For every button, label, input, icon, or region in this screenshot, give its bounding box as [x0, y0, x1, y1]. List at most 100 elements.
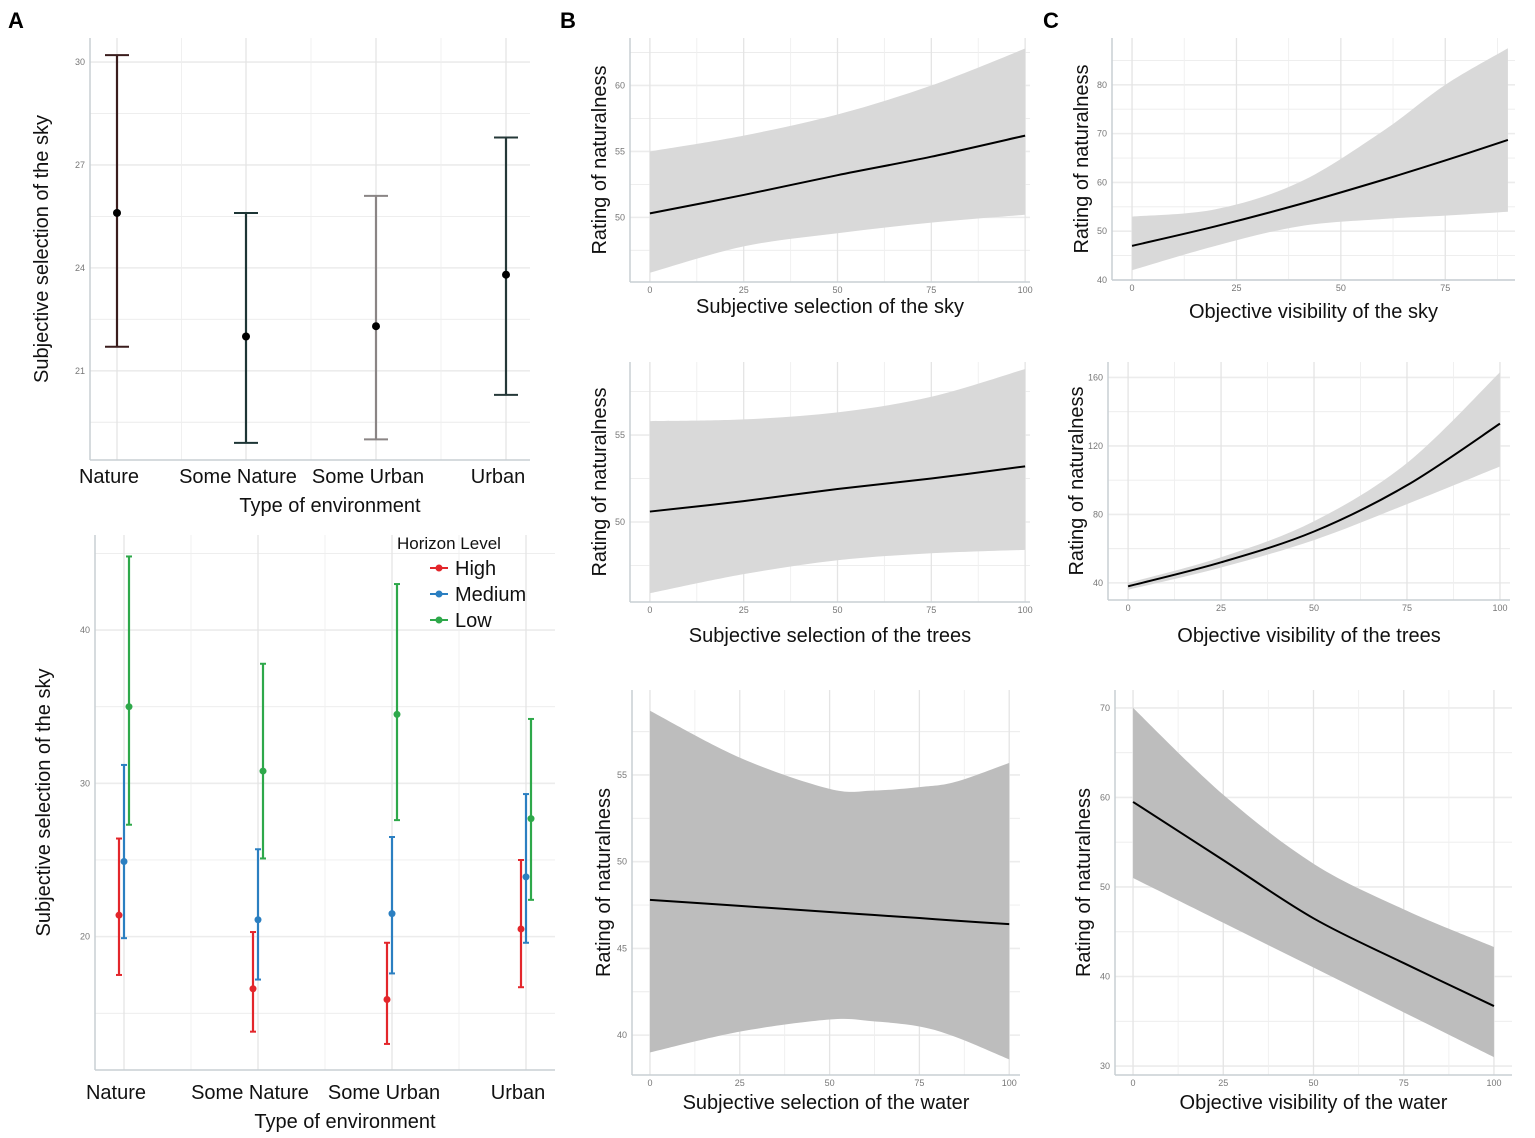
- series-medium-point: [254, 916, 262, 924]
- fit-line: [649, 134, 1026, 215]
- y-tick-label: 55: [617, 770, 627, 780]
- y-tick-label: 55: [615, 146, 625, 156]
- x-axis-title: Objective visibility of the trees: [1177, 625, 1440, 647]
- chart-A_bottom: 20 30 40 Subjective selection of the sky Nat…: [33, 534, 555, 1133]
- x-axis-title: Subjective selection of the sky: [696, 296, 964, 318]
- x-tick-label: 75: [914, 1078, 924, 1088]
- x-category-label: Urban: [491, 1082, 545, 1104]
- series-medium-point: [388, 910, 396, 918]
- series-high-point: [249, 985, 257, 993]
- series-high-point: [383, 995, 391, 1003]
- y-tick-label: 50: [1100, 882, 1110, 892]
- chart-A_top: 21 24 27 30 Subjective selection of the sky N…: [31, 38, 530, 517]
- x-category-label: Nature: [86, 1082, 146, 1104]
- x-category-label: Some Nature: [179, 466, 297, 488]
- confidence-band: [1133, 707, 1494, 1058]
- legend-swatch-point: [435, 616, 443, 624]
- series-low-point: [393, 710, 401, 718]
- y-tick-label: 55: [615, 430, 625, 440]
- x-tick-label: 50: [825, 1078, 835, 1088]
- x-tick-label: 0: [647, 285, 652, 295]
- panel-letter-c: C: [1043, 8, 1059, 33]
- panel-letter-b: B: [560, 8, 576, 33]
- x-tick-label: 50: [1309, 603, 1319, 613]
- y-axis-title: Rating of naturalness: [1066, 386, 1088, 575]
- fit-line: [649, 898, 1010, 926]
- y-tick-label: 80: [1097, 80, 1107, 90]
- x-tick-label: 75: [926, 285, 936, 295]
- y-tick-label: 70: [1097, 129, 1107, 139]
- y-axis-title: Rating of naturalness: [1073, 788, 1095, 977]
- legend-swatch-point: [435, 564, 443, 572]
- x-axis-title: Type of environment: [239, 495, 421, 517]
- legend-label: Medium: [455, 584, 526, 606]
- x-tick-label: 50: [1336, 283, 1346, 293]
- y-tick-label: 21: [75, 366, 85, 376]
- series-high-point: [115, 911, 123, 919]
- legend-label: Low: [455, 610, 492, 632]
- fit-line: [1132, 801, 1495, 1007]
- y-tick-label: 24: [75, 263, 85, 273]
- y-tick-label: 40: [80, 625, 90, 635]
- y-tick-label: 27: [75, 160, 85, 170]
- x-tick-label: 100: [1486, 1078, 1501, 1088]
- x-category-label: Some Urban: [328, 1082, 440, 1104]
- panel-letter-a: A: [8, 8, 24, 33]
- x-tick-label: 75: [1440, 283, 1450, 293]
- chart-C_water: 30 40 50 60 70 Rating of naturalness 0 25 50 75 10…: [1073, 690, 1512, 1114]
- y-tick-label: 40: [1093, 578, 1103, 588]
- series-high-point: [517, 925, 525, 933]
- y-axis-title: Rating of naturalness: [589, 65, 611, 254]
- x-axis-title: Subjective selection of the water: [683, 1092, 970, 1114]
- x-axis-title: Type of environment: [254, 1111, 436, 1133]
- y-tick-label: 60: [1100, 792, 1110, 802]
- y-tick-label: 30: [80, 778, 90, 788]
- series-low-point: [527, 815, 535, 823]
- confidence-band: [649, 48, 1026, 273]
- x-tick-label: 75: [926, 605, 936, 615]
- y-tick-label: 60: [1097, 177, 1107, 187]
- x-tick-label: 75: [1402, 603, 1412, 613]
- legend-swatch-point: [435, 590, 443, 598]
- x-tick-label: 100: [1492, 603, 1507, 613]
- legend: Horizon Level High Medium Low: [397, 534, 526, 632]
- category-3-point: [502, 270, 510, 279]
- series-medium-point: [120, 858, 128, 866]
- x-tick-label: 25: [739, 285, 749, 295]
- category-0-point: [113, 208, 121, 217]
- x-tick-label: 50: [1308, 1078, 1318, 1088]
- x-tick-label: 0: [647, 1078, 652, 1088]
- y-tick-label: 30: [1100, 1061, 1110, 1071]
- x-tick-label: 0: [1126, 603, 1131, 613]
- x-category-label: Some Nature: [191, 1082, 309, 1104]
- y-tick-label: 80: [1093, 509, 1103, 519]
- y-tick-label: 60: [615, 80, 625, 90]
- series-low-point: [259, 767, 267, 775]
- category-1-point: [242, 332, 250, 341]
- x-tick-label: 0: [647, 605, 652, 615]
- x-tick-label: 25: [1231, 283, 1241, 293]
- x-tick-label: 75: [1399, 1078, 1409, 1088]
- fit-line: [1131, 139, 1509, 247]
- series-medium-point: [522, 873, 530, 881]
- x-category-label: Some Urban: [312, 466, 424, 488]
- x-category-label: Urban: [471, 466, 525, 488]
- y-axis-title: Rating of naturalness: [1071, 64, 1093, 253]
- legend-title: Horizon Level: [397, 534, 501, 553]
- y-axis-title: Subjective selection of the sky: [31, 115, 53, 383]
- y-tick-label: 40: [617, 1030, 627, 1040]
- y-tick-label: 50: [615, 517, 625, 527]
- x-tick-label: 25: [1218, 1078, 1228, 1088]
- confidence-band: [1132, 48, 1508, 271]
- legend-label: High: [455, 558, 496, 580]
- fit-line: [1127, 422, 1501, 588]
- chart-B_trees: 50 55 Rating of naturalness 0 25 50 75 100 Subje…: [589, 362, 1033, 647]
- y-tick-label: 120: [1088, 441, 1103, 451]
- fit-line: [649, 465, 1026, 513]
- y-tick-label: 40: [1100, 972, 1110, 982]
- x-tick-label: 0: [1130, 283, 1135, 293]
- y-tick-label: 50: [615, 212, 625, 222]
